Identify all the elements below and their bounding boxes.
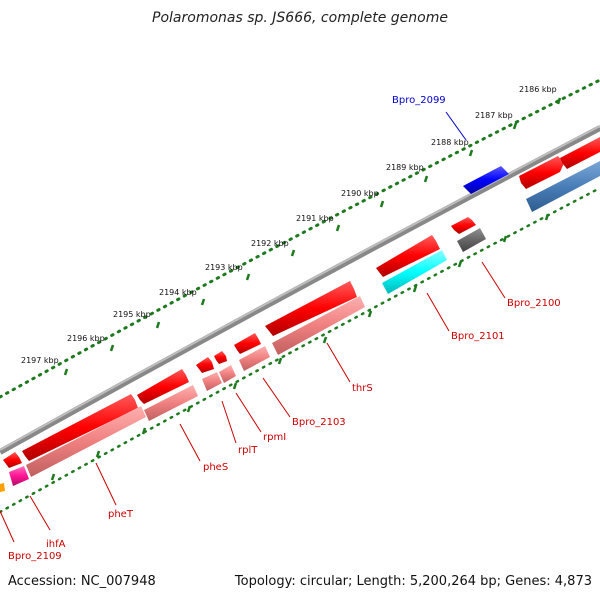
gene-phes-fwd [137,369,189,404]
tick-mark [200,298,206,306]
tick-mark [556,97,562,105]
tick-label: 2186 kbp [519,85,557,94]
gene-thrs-fwd [265,281,357,336]
tick-mark [423,175,429,183]
gene-leader-line [221,400,237,444]
inner-tick-mark [412,285,418,293]
gene-leader-line [29,495,51,531]
tick-mark [155,321,161,329]
genome-backbone [0,125,600,455]
gene-bpro-2109-rev [0,483,5,492]
gene-bpro-2101-fwd [376,235,440,277]
gene-top-right-rev [526,161,600,212]
inner-tick-mark [367,310,373,318]
inner-tick-mark [141,427,147,435]
gene-bpro-2103-rev [239,346,270,371]
tick-label: 2191 kbp [296,214,334,223]
inner-tick-mark [544,213,550,221]
gene-leader-line [0,510,15,543]
gene-top-right-2 [560,137,600,169]
tick-label: 2196 kbp [67,334,105,343]
gene-leader-line [262,377,291,418]
topology-text: Topology: circular; Length: 5,200,264 bp… [234,574,592,589]
gene-label: Bpro_2101 [451,331,505,342]
tick-mark [335,224,341,232]
gene-label: pheT [108,509,134,520]
tick-label: 2195 kbp [113,310,151,319]
inner-tick-mark [50,473,56,481]
gene-leader-line [95,462,117,506]
inner-tick-mark [232,382,238,390]
tick-label: 2192 kbp [251,239,289,248]
gene-bpro-2100-rev [457,228,486,252]
inner-tick-mark [502,235,508,243]
reverse-genes [0,161,600,492]
inner-tick-mark [322,336,328,344]
inner-tick-mark [95,450,101,458]
gene-phet-rev [26,406,146,477]
inner-tick-ring [0,186,600,514]
inner-tick-mark [186,405,192,413]
gene-ihfa-rev [9,466,29,486]
gene-rpmi-rev [219,365,236,383]
tick-label: 2189 kbp [386,163,424,172]
gene-label: rpmI [263,432,286,443]
map-title: Polaromonas sp. JS666, complete genome [152,10,448,26]
gene-label: Bpro_2100 [507,298,561,309]
gene-bpro-2103-fwd [234,333,261,354]
tick-mark [290,249,296,257]
gene-label: ihfA [46,539,66,550]
gene-leader-line [481,261,506,299]
gene-bpro-2101-rev [382,250,447,294]
gene-top-right-1 [519,156,564,189]
tick-mark [468,149,474,157]
tick-label: 2197 kbp [21,356,59,365]
gene-leader-line [326,342,351,383]
inner-tick-mark [277,357,283,365]
gene-leader-line [426,292,450,332]
gene-bpro-2099 [463,166,509,194]
tick-label: 2187 kbp [475,111,513,120]
tick-mark [379,200,385,208]
tick-label: 2188 kbp [431,138,469,147]
gene-rpmi-fwd [214,351,227,364]
gene-leader-line [235,392,262,433]
gene-label: rplT [238,445,258,456]
gene-label: thrS [352,383,373,394]
gene-phet-fwd [22,394,138,461]
tick-label: 2190 kbp [341,189,379,198]
gene-rplt-fwd [196,357,214,373]
gene-label: Bpro_2103 [292,417,346,428]
tick-mark [512,122,518,130]
tick-layer: 2186 kbp 2187 kbp 2188 kbp 2189 kbp 2190 kbp… [21,85,562,481]
accession-text: Accession: NC_007948 [8,574,156,589]
gene-leader-line [445,111,467,141]
gene-label: Bpro_2099 [392,95,446,106]
tick-mark [245,273,251,281]
tick-label: 2193 kbp [205,263,243,272]
outer-tick-ring [0,78,600,399]
tick-mark [63,368,69,376]
gene-ihfa-fwd [3,452,22,468]
gene-label: pheS [203,462,228,473]
gene-label-layer: Bpro_2099 Bpro_2100 Bpro_2101 thrS Bpro_2103… [0,95,561,562]
gene-label: Bpro_2109 [8,551,62,562]
forward-genes [3,137,600,468]
tick-mark [109,344,115,352]
gene-bpro-2100-fwd [451,217,476,234]
gene-rplt-rev [202,372,222,391]
gene-phes-rev [144,385,198,421]
inner-tick-mark [457,260,463,268]
tick-label: 2194 kbp [159,288,197,297]
gene-thrs-rev [272,296,365,355]
gene-leader-line [179,423,201,462]
